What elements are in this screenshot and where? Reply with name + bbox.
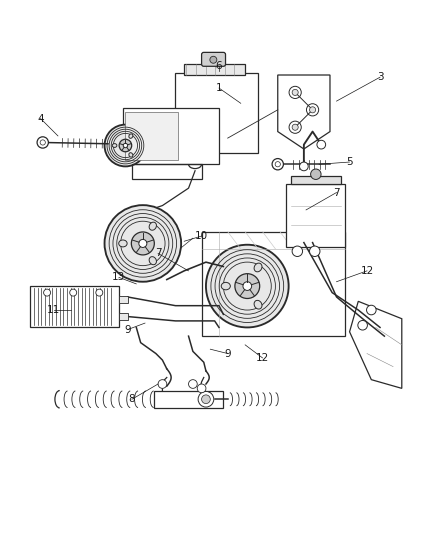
Circle shape (188, 379, 197, 389)
Circle shape (119, 139, 132, 152)
Text: 6: 6 (215, 61, 223, 71)
Circle shape (317, 140, 325, 149)
Text: 9: 9 (224, 349, 231, 359)
Text: 1: 1 (215, 83, 223, 93)
Text: 13: 13 (112, 272, 126, 282)
Text: 10: 10 (195, 231, 208, 241)
Text: 9: 9 (124, 325, 131, 335)
Circle shape (310, 246, 320, 256)
Circle shape (210, 56, 217, 63)
FancyBboxPatch shape (291, 176, 341, 184)
Circle shape (96, 289, 103, 296)
FancyBboxPatch shape (123, 108, 219, 164)
Circle shape (37, 137, 48, 148)
Text: 3: 3 (377, 72, 383, 82)
Circle shape (131, 232, 154, 255)
Circle shape (123, 143, 127, 148)
Circle shape (40, 140, 46, 145)
FancyBboxPatch shape (184, 64, 245, 75)
Ellipse shape (129, 134, 133, 138)
Circle shape (198, 391, 214, 407)
Circle shape (292, 90, 298, 95)
FancyBboxPatch shape (154, 391, 223, 408)
Ellipse shape (254, 263, 262, 272)
Ellipse shape (221, 282, 230, 290)
Circle shape (289, 86, 301, 99)
Circle shape (292, 124, 298, 130)
Circle shape (105, 125, 146, 166)
Ellipse shape (149, 257, 156, 265)
Ellipse shape (149, 222, 156, 230)
FancyBboxPatch shape (201, 232, 345, 336)
Circle shape (201, 395, 210, 403)
Circle shape (70, 289, 77, 296)
FancyBboxPatch shape (119, 296, 127, 303)
Text: 7: 7 (333, 188, 340, 198)
Circle shape (311, 169, 321, 180)
Circle shape (289, 121, 301, 133)
FancyBboxPatch shape (201, 52, 226, 66)
Circle shape (310, 107, 316, 113)
Text: 8: 8 (129, 394, 135, 404)
Circle shape (158, 379, 167, 389)
Circle shape (358, 320, 367, 330)
Circle shape (243, 282, 251, 290)
FancyBboxPatch shape (125, 112, 178, 160)
Circle shape (235, 273, 260, 298)
Text: 4: 4 (37, 114, 44, 124)
Circle shape (206, 245, 289, 327)
Circle shape (367, 305, 376, 315)
Ellipse shape (129, 153, 133, 157)
Circle shape (292, 246, 303, 256)
Circle shape (139, 239, 147, 247)
Circle shape (44, 289, 50, 296)
Text: 11: 11 (47, 305, 60, 315)
FancyBboxPatch shape (286, 184, 345, 247)
Circle shape (105, 205, 181, 282)
Circle shape (272, 158, 283, 170)
Ellipse shape (119, 240, 127, 247)
Text: 7: 7 (155, 248, 161, 259)
Text: 5: 5 (346, 157, 353, 167)
FancyBboxPatch shape (176, 73, 258, 154)
Circle shape (275, 161, 280, 167)
Text: 12: 12 (256, 353, 269, 363)
FancyBboxPatch shape (119, 313, 127, 320)
Circle shape (197, 384, 206, 393)
Circle shape (307, 104, 319, 116)
Ellipse shape (254, 301, 262, 309)
Bar (30, 286, 119, 327)
Ellipse shape (112, 143, 117, 148)
Circle shape (300, 162, 308, 171)
Text: 12: 12 (360, 266, 374, 276)
